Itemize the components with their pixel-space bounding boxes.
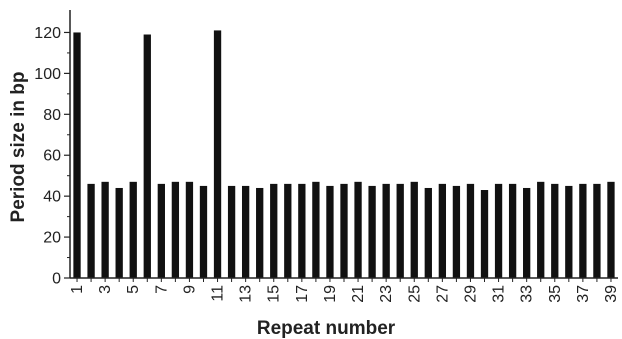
bar-36	[565, 185, 573, 278]
bar-28	[452, 185, 461, 278]
bar-14	[256, 187, 264, 278]
y-tick-label: 100	[34, 66, 61, 83]
x-axis-title: Repeat number	[257, 318, 396, 339]
bar-38	[593, 183, 601, 278]
bar-18	[312, 181, 320, 278]
y-axis-title: Period size in bp	[8, 72, 29, 223]
x-tick-label: 23	[378, 285, 395, 303]
bar-37	[579, 183, 587, 278]
bar-13	[241, 185, 250, 278]
x-ticks-group: 1 3 5 7 9 11 13 15 17 19 21 23 25 27 29 31 33 35 37 39	[69, 278, 620, 303]
bar-6	[143, 34, 151, 278]
bar-22	[368, 185, 376, 278]
bar-16	[284, 183, 292, 278]
bar-30	[480, 190, 489, 278]
x-tick-label: 17	[294, 285, 311, 303]
y-tick-label: 0	[52, 271, 61, 288]
bar-35	[551, 183, 559, 278]
bar-19	[326, 185, 334, 278]
bar-10	[199, 185, 208, 278]
bar-39	[607, 181, 615, 278]
x-tick-label: 33	[519, 285, 536, 303]
bar-2	[87, 183, 95, 278]
bar-32	[508, 183, 517, 278]
x-tick-label: 27	[434, 285, 451, 303]
x-tick-label: 29	[462, 285, 479, 303]
x-tick-label: 5	[125, 285, 142, 294]
bar-17	[298, 183, 306, 278]
bar-3	[101, 181, 109, 278]
bars-group	[73, 30, 615, 278]
bar-34	[537, 181, 545, 278]
x-tick-label: 3	[97, 285, 114, 294]
bar-8	[171, 181, 180, 278]
y-tick-label: 120	[34, 25, 61, 42]
x-tick-label: 13	[238, 285, 255, 303]
y-ticks-group: 0 20 40 60 80 100 120	[34, 25, 70, 288]
bar-27	[438, 183, 447, 278]
y-tick-label: 60	[43, 148, 61, 165]
bar-20	[340, 183, 348, 278]
x-tick-label: 39	[603, 285, 620, 303]
bar-1	[73, 32, 81, 278]
x-tick-label: 37	[575, 285, 592, 303]
x-tick-label: 15	[266, 285, 283, 303]
x-tick-label: 19	[322, 285, 339, 303]
bar-21	[354, 181, 362, 278]
bar-7	[157, 183, 165, 278]
bar-31	[494, 183, 503, 278]
x-tick-label: 35	[547, 285, 564, 303]
bar-23	[382, 183, 390, 278]
bar-24	[396, 183, 404, 278]
x-tick-label: 7	[153, 285, 170, 294]
x-tick-label: 21	[350, 285, 367, 303]
x-tick-label: 9	[181, 285, 198, 294]
bar-4	[115, 187, 123, 278]
bar-12	[227, 185, 236, 278]
bar-5	[129, 181, 137, 278]
bar-33	[523, 187, 531, 278]
y-tick-label: 20	[43, 230, 61, 247]
x-tick-label: 11	[210, 285, 227, 302]
x-tick-label: 1	[69, 285, 86, 294]
bar-11	[213, 30, 222, 278]
bar-9	[185, 181, 194, 278]
x-tick-label: 31	[491, 285, 508, 303]
y-tick-label: 80	[43, 107, 61, 124]
bar-25	[410, 181, 418, 278]
bar-29	[466, 183, 475, 278]
bar-26	[424, 187, 432, 278]
x-tick-label: 25	[406, 285, 423, 303]
y-tick-label: 40	[43, 189, 61, 206]
bar-15	[270, 183, 278, 278]
